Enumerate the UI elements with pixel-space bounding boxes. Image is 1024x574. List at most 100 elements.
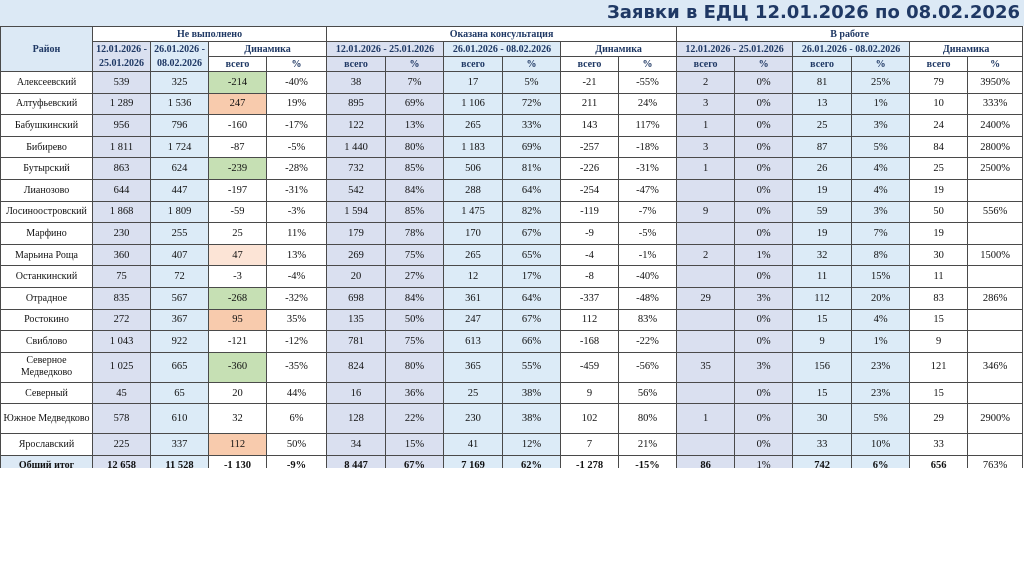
cell-nv-p2: 624	[150, 157, 209, 180]
header-vr-dynamics: Динамика	[909, 41, 1024, 57]
cell-ok-p1-total: 698	[326, 286, 387, 310]
cell-ok-p2-total: 1 475	[443, 200, 504, 224]
header-district: Район	[0, 26, 93, 72]
district-name: Бибирево	[0, 135, 93, 159]
cell-ok-p1-pct: 80%	[385, 135, 445, 159]
cell-nv-dyn-pct: -32%	[265, 286, 328, 310]
cell-vr-dyn-total: 50	[909, 200, 969, 224]
district-name: Северное Медведково	[0, 351, 93, 383]
cell-vr-dyn-pct: 556%	[967, 200, 1024, 224]
cell-vr-p2-pct: 25%	[851, 71, 911, 94]
cell-nv-dyn-total: -59	[208, 200, 267, 224]
cell-ok-p2-pct: 17%	[502, 265, 562, 288]
cell-vr-p2-total: 59	[792, 200, 853, 224]
title-bar: Заявки в ЕДЦ 12.01.2026 по 08.02.2026	[0, 0, 1024, 26]
cell-vr-p2-pct: 3%	[851, 200, 911, 224]
district-name: Бабушкинский	[0, 114, 93, 137]
header-ok-dynamics: Динамика	[560, 41, 678, 57]
cell-nv-p2: 65	[150, 381, 209, 405]
cell-vr-p1-total	[676, 178, 736, 202]
cell-vr-p2-pct: 8%	[851, 243, 911, 267]
table-row: Марфино 230 255 25 11% 179 78% 170 67% -9 -5% 0% 19 7…	[0, 222, 1024, 245]
cell-vr-p2-total: 9	[792, 330, 853, 353]
cell-ok-dyn-pct: -1%	[618, 243, 678, 267]
cell-vr-p1-total	[676, 222, 736, 245]
cell-vr-dyn-total: 11	[909, 265, 969, 288]
district-name: Алтуфьевский	[0, 92, 93, 116]
cell-vr-dyn-total: 33	[909, 433, 969, 456]
header-pct: %	[851, 56, 911, 72]
cell-vr-dyn-pct: 2400%	[967, 114, 1024, 137]
cell-ok-dyn-total: -168	[560, 330, 620, 353]
cell-vr-p2-pct: 23%	[851, 351, 911, 383]
cell-ok-p2-total: 1 106	[443, 92, 504, 116]
cell-nv-dyn-total: -360	[208, 351, 267, 383]
cell-ok-dyn-pct: 117%	[618, 114, 678, 137]
cell-ok-p2-total: 613	[443, 330, 504, 353]
cell-ok-p1-total: 542	[326, 178, 387, 202]
cell-vr-p1-pct: 0%	[734, 330, 794, 353]
requests-table: Район Не выполнено Оказана консультация …	[0, 26, 1024, 477]
cell-nv-p1: 956	[92, 114, 151, 137]
cell-vr-p1-total: 29	[676, 286, 736, 310]
district-name: Ростокино	[0, 308, 93, 332]
cell-vr-p1-pct: 0%	[734, 308, 794, 332]
cell-nv-dyn-pct: 50%	[265, 433, 328, 456]
header-pct: %	[618, 56, 678, 72]
cell-nv-dyn-total: 25	[208, 222, 267, 245]
district-name: Останкинский	[0, 265, 93, 288]
cell-ok-p2-pct: 67%	[502, 308, 562, 332]
cell-vr-p2-total: 13	[792, 92, 853, 116]
cell-nv-dyn-total: 95	[208, 308, 267, 332]
header-pct: %	[502, 56, 562, 72]
cell-ok-dyn-pct: -40%	[618, 265, 678, 288]
district-name: Северный	[0, 381, 93, 405]
cell-nv-dyn-total: -87	[208, 135, 267, 159]
cell-vr-dyn-total: 15	[909, 308, 969, 332]
cell-vr-dyn-pct	[967, 265, 1024, 288]
cell-nv-p1: 225	[92, 433, 151, 456]
cell-ok-p1-pct: 27%	[385, 265, 445, 288]
cell-ok-p2-pct: 66%	[502, 330, 562, 353]
table-row: Бибирево 1 811 1 724 -87 -5% 1 440 80% 1 183 69%…	[0, 135, 1024, 159]
cell-nv-dyn-total: -3	[208, 265, 267, 288]
cell-ok-dyn-total: 143	[560, 114, 620, 137]
table-row: Марьина Роща 360 407 47 13% 269 75% 265 65% -4 -1%…	[0, 243, 1024, 267]
cell-vr-p1-total: 1	[676, 403, 736, 435]
cell-ok-dyn-total: -119	[560, 200, 620, 224]
cell-vr-p2-pct: 4%	[851, 308, 911, 332]
cell-vr-p1-pct: 0%	[734, 135, 794, 159]
cell-vr-p2-total: 26	[792, 157, 853, 180]
cell-ok-dyn-pct: -48%	[618, 286, 678, 310]
table-row: Бутырский 863 624 -239 -28% 732 85% 506 81% -226-…	[0, 157, 1024, 180]
cell-nv-p1: 272	[92, 308, 151, 332]
cell-ok-p2-total: 230	[443, 403, 504, 435]
cell-ok-dyn-total: -8	[560, 265, 620, 288]
header-total: всего	[909, 56, 969, 72]
cell-vr-p1-total	[676, 265, 736, 288]
cell-ok-p2-pct: 33%	[502, 114, 562, 137]
cell-vr-p2-total: 33	[792, 433, 853, 456]
cell-ok-p1-total: 34	[326, 433, 387, 456]
cell-nv-p2: 610	[150, 403, 209, 435]
cell-vr-dyn-total: 19	[909, 222, 969, 245]
cell-nv-dyn-total: -268	[208, 286, 267, 310]
cell-vr-dyn-total: 25	[909, 157, 969, 180]
cell-ok-p1-pct: 84%	[385, 178, 445, 202]
header-total: всего	[560, 56, 620, 72]
cell-vr-dyn-pct	[967, 330, 1024, 353]
cell-ok-p1-pct: 13%	[385, 114, 445, 137]
cell-vr-p2-pct: 1%	[851, 92, 911, 116]
cell-vr-dyn-total: 9	[909, 330, 969, 353]
cell-nv-dyn-pct: -17%	[265, 114, 328, 137]
cell-ok-dyn-pct: -22%	[618, 330, 678, 353]
cell-nv-p1: 1 025	[92, 351, 151, 383]
cell-nv-dyn-pct: -5%	[265, 135, 328, 159]
district-name: Бутырский	[0, 157, 93, 180]
cell-ok-p1-pct: 69%	[385, 92, 445, 116]
cell-nv-dyn-pct: 44%	[265, 381, 328, 405]
cell-ok-p2-total: 17	[443, 71, 504, 94]
cell-nv-p1: 863	[92, 157, 151, 180]
cell-vr-p1-total	[676, 308, 736, 332]
cell-vr-dyn-pct: 2500%	[967, 157, 1024, 180]
